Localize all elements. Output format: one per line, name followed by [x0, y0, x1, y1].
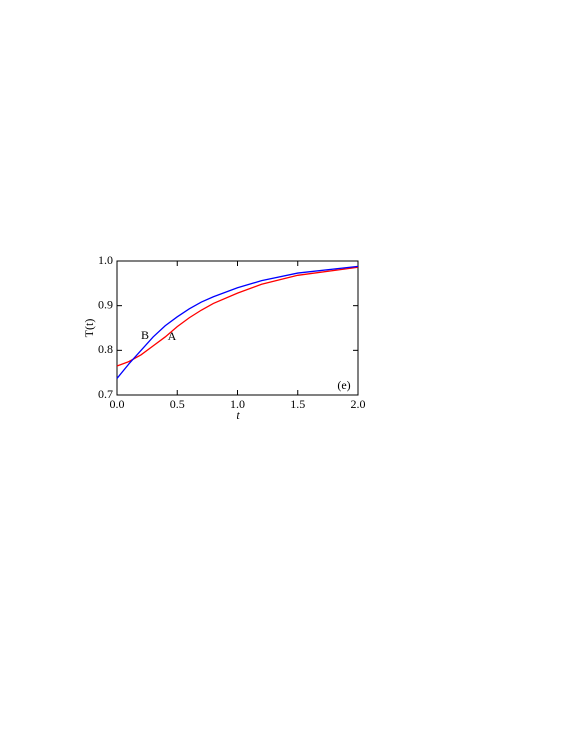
y-axis-label: T(t) [82, 319, 96, 338]
y-tick-label: 1.0 [98, 253, 113, 267]
x-tick-label: 1.5 [290, 397, 305, 411]
x-tick-label: 1.0 [230, 397, 245, 411]
y-tick-label: 0.8 [98, 342, 113, 356]
line-series [116, 266, 359, 367]
y-tick-label: 0.9 [98, 297, 113, 311]
x-tick-label: 0.5 [170, 397, 185, 411]
x-axis-label: t [236, 408, 240, 422]
x-tick-label: 0.0 [110, 397, 125, 411]
panel-label: (e) [337, 378, 350, 392]
plot-frame [116, 260, 359, 396]
y-tick-label: 0.7 [98, 387, 113, 401]
x-tick-label: 2.0 [351, 397, 366, 411]
series-label: B [141, 328, 149, 342]
line-series [116, 265, 359, 379]
series-label: A [168, 329, 177, 343]
